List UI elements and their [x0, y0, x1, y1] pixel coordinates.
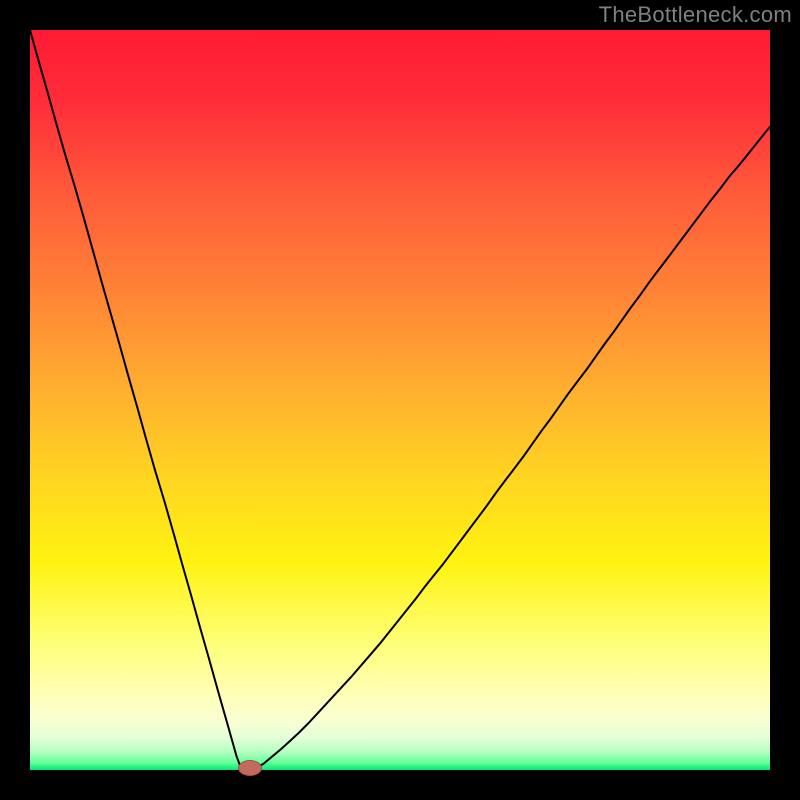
- minimum-marker: [238, 760, 262, 776]
- chart-container: TheBottleneck.com: [0, 0, 800, 800]
- plot-area: [30, 30, 770, 770]
- watermark-text: TheBottleneck.com: [599, 2, 792, 28]
- chart-svg: [30, 30, 770, 770]
